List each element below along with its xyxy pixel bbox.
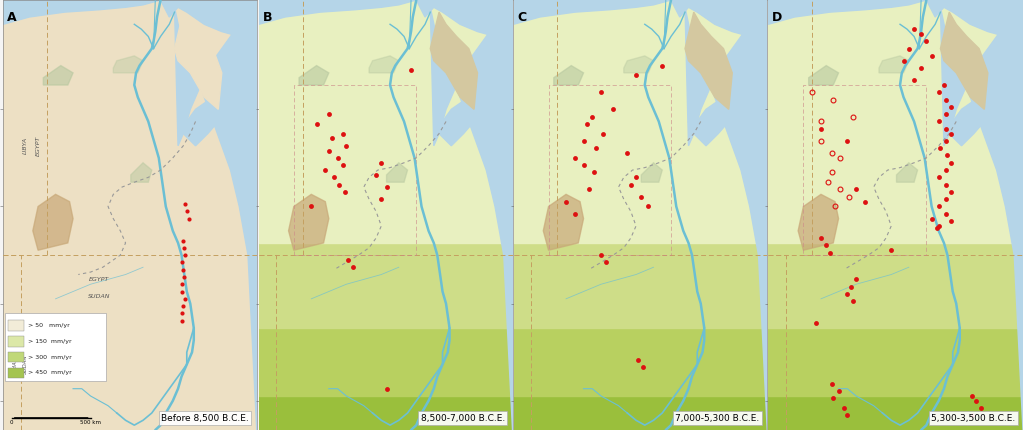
- Text: > 150  mm/yr: > 150 mm/yr: [28, 339, 72, 344]
- Text: EGYPT: EGYPT: [36, 135, 41, 156]
- Text: 0: 0: [10, 420, 13, 425]
- Polygon shape: [940, 0, 1023, 430]
- Polygon shape: [514, 0, 767, 37]
- Polygon shape: [175, 12, 222, 109]
- Polygon shape: [299, 66, 328, 85]
- Bar: [8, 336, 25, 347]
- Polygon shape: [685, 12, 732, 109]
- Text: 8,500-7,000 B.C.E.: 8,500-7,000 B.C.E.: [420, 414, 505, 423]
- Bar: [8, 320, 25, 331]
- Polygon shape: [387, 163, 407, 182]
- Polygon shape: [944, 97, 988, 146]
- Text: EGYPT: EGYPT: [89, 277, 109, 282]
- Polygon shape: [3, 0, 257, 37]
- Polygon shape: [543, 194, 583, 250]
- Polygon shape: [940, 12, 988, 109]
- Polygon shape: [431, 0, 513, 430]
- Polygon shape: [624, 56, 654, 73]
- Polygon shape: [514, 396, 767, 430]
- Polygon shape: [768, 0, 1023, 37]
- Polygon shape: [768, 0, 1023, 37]
- Polygon shape: [879, 56, 908, 73]
- Text: SUDAN: SUDAN: [88, 294, 110, 299]
- Polygon shape: [940, 12, 988, 109]
- Polygon shape: [431, 12, 478, 109]
- Bar: [5, 313, 106, 381]
- Polygon shape: [798, 194, 839, 250]
- Polygon shape: [768, 328, 1023, 396]
- Polygon shape: [259, 0, 513, 37]
- Text: SUDAN: SUDAN: [24, 355, 29, 374]
- Text: CHAD: CHAD: [13, 356, 17, 372]
- Text: C: C: [518, 11, 527, 24]
- Polygon shape: [431, 12, 478, 109]
- Polygon shape: [768, 243, 1023, 328]
- Polygon shape: [259, 0, 513, 430]
- Polygon shape: [685, 12, 732, 109]
- Polygon shape: [768, 396, 1023, 430]
- Polygon shape: [259, 328, 513, 396]
- Polygon shape: [808, 66, 839, 85]
- Polygon shape: [114, 56, 143, 73]
- Polygon shape: [768, 0, 1023, 430]
- Polygon shape: [431, 0, 513, 430]
- Polygon shape: [3, 0, 257, 430]
- Polygon shape: [688, 97, 732, 146]
- Polygon shape: [514, 0, 767, 37]
- Text: 5,300-3,500 B.C.E.: 5,300-3,500 B.C.E.: [931, 414, 1016, 423]
- Polygon shape: [259, 0, 513, 243]
- Text: 500 km: 500 km: [80, 420, 101, 425]
- Polygon shape: [514, 243, 767, 328]
- Polygon shape: [896, 163, 918, 182]
- Polygon shape: [641, 163, 662, 182]
- Bar: [8, 352, 25, 362]
- Polygon shape: [514, 328, 767, 396]
- Polygon shape: [553, 66, 583, 85]
- Text: 7,000-5,300 B.C.E.: 7,000-5,300 B.C.E.: [675, 414, 760, 423]
- Text: B: B: [263, 11, 272, 24]
- Polygon shape: [131, 163, 151, 182]
- Polygon shape: [259, 243, 513, 328]
- Polygon shape: [514, 0, 767, 243]
- Text: > 50   mm/yr: > 50 mm/yr: [28, 323, 70, 328]
- Polygon shape: [688, 97, 732, 146]
- Text: LIBYA: LIBYA: [24, 137, 29, 154]
- Polygon shape: [768, 0, 1023, 243]
- Polygon shape: [175, 0, 257, 430]
- Polygon shape: [514, 0, 767, 430]
- Text: A: A: [7, 11, 16, 24]
- Polygon shape: [259, 0, 513, 37]
- Text: Before 8,500 B.C.E.: Before 8,500 B.C.E.: [162, 414, 250, 423]
- Polygon shape: [944, 97, 988, 146]
- Text: > 300  mm/yr: > 300 mm/yr: [28, 355, 72, 359]
- Polygon shape: [259, 396, 513, 430]
- Polygon shape: [369, 56, 399, 73]
- Polygon shape: [685, 0, 767, 430]
- Polygon shape: [288, 194, 328, 250]
- Text: D: D: [772, 11, 783, 24]
- Bar: [8, 368, 25, 378]
- Polygon shape: [43, 66, 73, 85]
- Polygon shape: [434, 97, 478, 146]
- Polygon shape: [685, 0, 767, 430]
- Polygon shape: [434, 97, 478, 146]
- Polygon shape: [940, 0, 1023, 430]
- Polygon shape: [33, 194, 73, 250]
- Polygon shape: [178, 97, 222, 146]
- Text: > 450  mm/yr: > 450 mm/yr: [28, 370, 72, 375]
